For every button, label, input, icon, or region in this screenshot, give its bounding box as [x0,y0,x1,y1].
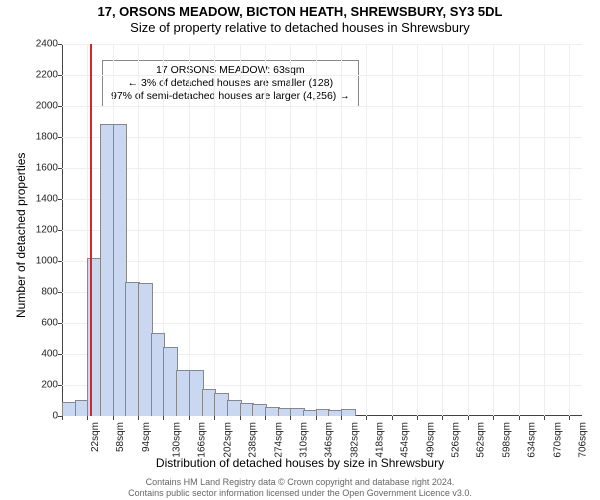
x-tick-label: 670sqm [552,422,563,458]
x-tick-label: 310sqm [299,422,310,458]
gridline-h [62,44,582,45]
gridline-v [417,44,418,416]
gridline-v [366,44,367,416]
gridline-h [62,261,582,262]
x-tick-label: 274sqm [273,422,284,458]
x-tick-mark [366,416,367,420]
x-tick-mark [417,416,418,420]
gridline-v [569,44,570,416]
gridline-v [392,44,393,416]
x-tick-mark [87,416,88,420]
x-tick-mark [544,416,545,420]
x-tick-label: 706sqm [578,422,589,458]
x-tick-mark [468,416,469,420]
credits-line1: Contains HM Land Registry data © Crown c… [0,477,600,487]
x-tick-mark [265,416,266,420]
x-tick-mark [392,416,393,420]
gridline-v [341,44,342,416]
title-line1: 17, ORSONS MEADOW, BICTON HEATH, SHREWSB… [0,4,600,20]
y-tick-label: 2400 [24,39,62,50]
info-line2: ← 3% of detached houses are smaller (128… [111,77,350,90]
x-tick-mark [113,416,114,420]
x-tick-label: 94sqm [141,422,152,452]
x-tick-mark [138,416,139,420]
x-tick-label: 634sqm [527,422,538,458]
gridline-v [468,44,469,416]
gridline-v [316,44,317,416]
y-tick-label: 1200 [24,225,62,236]
chart-title-block: 17, ORSONS MEADOW, BICTON HEATH, SHREWSB… [0,0,600,37]
x-tick-label: 202sqm [222,422,233,458]
x-tick-mark [214,416,215,420]
x-tick-label: 526sqm [451,422,462,458]
gridline-v [265,44,266,416]
x-tick-mark [519,416,520,420]
gridline-v [290,44,291,416]
marker-line [90,44,92,416]
x-tick-mark [290,416,291,420]
x-tick-label: 130sqm [172,422,183,458]
y-tick-label: 2000 [24,101,62,112]
y-tick-label: 1800 [24,132,62,143]
gridline-v [544,44,545,416]
x-tick-mark [189,416,190,420]
x-tick-label: 382sqm [349,422,360,458]
x-tick-mark [316,416,317,420]
gridline-v [214,44,215,416]
x-tick-mark [240,416,241,420]
gridline-h [62,168,582,169]
x-tick-label: 238sqm [248,422,259,458]
y-tick-label: 0 [24,411,62,422]
histogram-bar [341,409,356,416]
gridline-h [62,106,582,107]
x-tick-label: 490sqm [425,422,436,458]
gridline-h [62,137,582,138]
gridline-v [240,44,241,416]
x-tick-label: 346sqm [324,422,335,458]
gridline-h [62,75,582,76]
title-line2: Size of property relative to detached ho… [0,20,600,36]
gridline-h [62,230,582,231]
x-tick-label: 418sqm [375,422,386,458]
y-tick-label: 200 [24,380,62,391]
x-tick-mark [62,416,63,420]
gridline-v [493,44,494,416]
x-tick-label: 562sqm [476,422,487,458]
x-tick-mark [163,416,164,420]
x-tick-mark [493,416,494,420]
info-line3: 97% of semi-detached houses are larger (… [111,90,350,103]
info-box: 17 ORSONS MEADOW: 63sqm ← 3% of detached… [102,60,359,107]
x-tick-mark [341,416,342,420]
y-tick-label: 1400 [24,194,62,205]
gridline-h [62,199,582,200]
x-tick-label: 454sqm [400,422,411,458]
x-tick-label: 598sqm [501,422,512,458]
gridline-v [519,44,520,416]
credits: Contains HM Land Registry data © Crown c… [0,477,600,498]
y-tick-label: 600 [24,318,62,329]
x-tick-mark [569,416,570,420]
y-tick-label: 2200 [24,70,62,81]
y-tick-label: 1600 [24,163,62,174]
x-tick-label: 22sqm [90,422,101,452]
y-tick-label: 800 [24,287,62,298]
gridline-v [189,44,190,416]
y-tick-label: 400 [24,349,62,360]
y-tick-label: 1000 [24,256,62,267]
plot-area: 17 ORSONS MEADOW: 63sqm ← 3% of detached… [62,44,582,416]
x-tick-mark [442,416,443,420]
credits-line2: Contains public sector information licen… [0,488,600,498]
x-tick-label: 58sqm [115,422,126,452]
gridline-v [442,44,443,416]
x-axis-label: Distribution of detached houses by size … [0,456,600,470]
x-tick-label: 166sqm [197,422,208,458]
